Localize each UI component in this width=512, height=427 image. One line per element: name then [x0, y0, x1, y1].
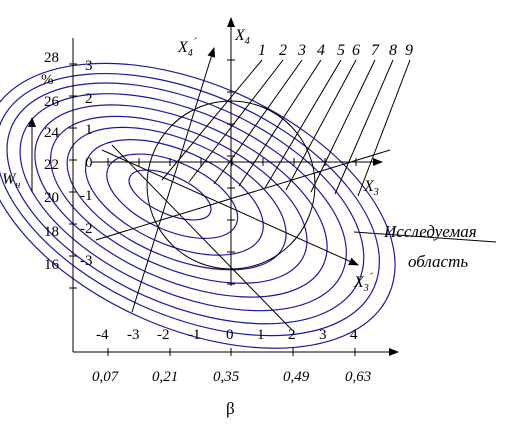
beta-axis-label: β: [226, 399, 235, 418]
x4-tick-3: 3: [85, 58, 93, 74]
contour-ellipse-3: [84, 139, 264, 256]
contour-leader-5: [264, 59, 342, 189]
contour-ellipse-10: [0, 62, 396, 349]
contour-label-2: 2: [279, 42, 287, 59]
x3-prime-axis-line: [101, 149, 359, 266]
x3-tick-1: 1: [257, 327, 265, 343]
contour-label-9: 9: [405, 42, 413, 59]
contour-leader-lines: [161, 59, 411, 197]
y-tick-18: 18: [44, 224, 59, 240]
x3-tick-m3: -3: [127, 327, 140, 343]
y-tick-28: 28: [44, 50, 59, 66]
contour-leader-9: [357, 59, 411, 197]
region-pointer-line: [353, 231, 497, 243]
contour-leader-3: [213, 59, 303, 185]
x4-axis-label: X4: [234, 27, 250, 47]
contour-label-8: 8: [389, 42, 397, 59]
beta-tick-4: 0,63: [345, 369, 371, 385]
x3-tick-0: 0: [226, 327, 234, 343]
region-label-line1: Исследуемая: [383, 222, 477, 241]
diagonal-line: [111, 144, 293, 331]
y-tick-24: 24: [44, 125, 60, 141]
x4-tick-m2: -2: [80, 221, 93, 237]
contour-ellipses: [0, 62, 396, 349]
contour-ellipse-5: [50, 115, 308, 284]
x4-prime-axis-label: X4´: [177, 35, 198, 59]
tick-marks: [69, 59, 357, 356]
contour-label-5: 5: [337, 42, 345, 59]
contour-ellipse-1: [128, 169, 212, 221]
x4-tick-m3: -3: [80, 253, 93, 269]
contour-leader-1: [161, 59, 263, 181]
contour-leader-4: [238, 59, 322, 187]
contour-leader-8: [334, 59, 394, 195]
x4-prime-axis-line: [131, 47, 216, 313]
contour-leader-6: [285, 59, 357, 191]
x3-tick-2: 2: [288, 327, 296, 343]
region-label-line2: область: [408, 252, 468, 271]
contour-label-1: 1: [258, 42, 266, 59]
contour-leader-2: [188, 59, 284, 183]
y-unit: %: [41, 72, 54, 88]
x4-tick-2: 2: [85, 91, 93, 107]
x3-axis-label: X3: [363, 178, 379, 198]
y-tick-20: 20: [44, 190, 59, 206]
beta-tick-3: 0,49: [283, 369, 310, 385]
x4-tick-m1: -1: [80, 188, 93, 204]
x4-tick-1: 1: [85, 122, 93, 138]
x3-prime-axis-label: X3´: [353, 270, 374, 294]
beta-tick-2: 0,35: [213, 369, 240, 385]
x4-tick-0: 0: [85, 155, 93, 171]
y-axis-label: Wн: [2, 171, 20, 191]
contour-label-4: 4: [317, 42, 325, 59]
contour-ellipse-7: [19, 93, 347, 312]
x3-tick-m1: -1: [188, 327, 201, 343]
x3-tick-m4: -4: [96, 327, 109, 343]
contour-ellipse-2: [106, 153, 239, 239]
beta-tick-0: 0,07: [92, 369, 120, 385]
contour-label-6: 6: [352, 42, 360, 59]
contour-label-3: 3: [297, 42, 306, 59]
x3-tick-3: 3: [319, 327, 327, 343]
contour-ellipse-6: [34, 104, 328, 298]
ridge-line: [95, 149, 391, 241]
contour-ellipse-8: [6, 82, 365, 325]
y-tick-16: 16: [44, 257, 60, 273]
contour-ellipse-4: [66, 126, 287, 271]
contour-ellipse-9: [0, 72, 380, 337]
y-tick-22: 22: [44, 157, 59, 173]
x3-tick-4: 4: [350, 327, 358, 343]
x3-tick-m2: -2: [157, 327, 170, 343]
contour-label-7: 7: [371, 42, 380, 59]
beta-tick-1: 0,21: [152, 369, 178, 385]
y-tick-26: 26: [44, 94, 60, 110]
contour-leader-7: [310, 59, 376, 193]
